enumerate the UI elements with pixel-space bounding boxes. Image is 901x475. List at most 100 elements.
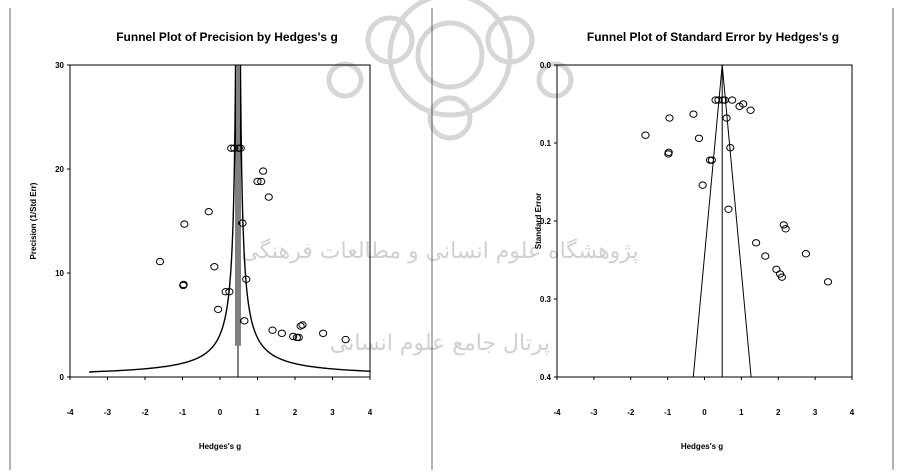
precision-x-ticks: -4 -3 -2 -1 0 1 2 3 4 [66, 377, 373, 417]
study-point [294, 333, 303, 342]
study-point [238, 219, 247, 227]
study-point [801, 250, 811, 258]
precision-y-axis-label: Precision (1/Std Err) [29, 182, 38, 259]
study-point [259, 167, 268, 175]
study-point [722, 114, 731, 122]
standard-error-chart-title: Funnel Plot of Standard Error by Hedges'… [587, 30, 839, 44]
study-point [268, 326, 277, 334]
watermark-emblem [326, 0, 574, 141]
study-point [694, 134, 704, 143]
y-tick-label: 0.2 [540, 217, 552, 226]
study-point [264, 193, 273, 201]
study-point [689, 110, 698, 118]
x-tick-label: 3 [813, 408, 818, 417]
study-point [728, 96, 737, 104]
study-point [214, 305, 223, 314]
study-point [298, 321, 307, 329]
precision-y-ticks: 0 10 20 30 [55, 61, 70, 382]
study-point [641, 131, 650, 139]
study-point [180, 220, 189, 228]
x-tick-label: -2 [627, 408, 635, 417]
funnel-right-boundary [721, 64, 752, 378]
standard-error-y-axis-label: Standard Error [534, 193, 543, 249]
study-point [277, 329, 286, 338]
standard-error-plot-area [556, 64, 853, 378]
x-tick-label: 0 [702, 408, 707, 417]
study-point [210, 263, 219, 271]
x-tick-label: 3 [330, 408, 335, 417]
study-point [155, 257, 165, 266]
study-point [253, 177, 262, 186]
x-tick-label: 4 [368, 408, 373, 417]
study-point [752, 239, 761, 247]
study-point [204, 207, 213, 216]
study-point [225, 288, 234, 296]
study-point [221, 288, 230, 296]
precision-study-points [155, 144, 350, 344]
watermark-line-2: پرتال جامع علوم انسانی [330, 331, 550, 356]
y-tick-label: 0 [60, 373, 65, 382]
standard-error-x-ticks: -4 -3 -2 -1 0 1 2 3 4 [553, 377, 855, 417]
x-tick-label: -1 [664, 408, 672, 417]
standard-error-funnel-lines [692, 64, 752, 378]
watermark-line-1: پژوهشگاه علوم انسانی و مطالعات فرهنگی [241, 238, 638, 264]
study-point [746, 106, 755, 114]
study-point [772, 265, 781, 274]
x-tick-label: 0 [218, 408, 223, 417]
study-point [664, 150, 673, 158]
study-point [289, 332, 298, 341]
study-point [714, 96, 723, 104]
study-point [761, 252, 770, 260]
study-point [781, 225, 790, 233]
standard-error-study-points [641, 96, 833, 286]
x-tick-label: 1 [739, 408, 744, 417]
y-tick-label: 20 [55, 165, 64, 174]
study-point [779, 221, 788, 229]
x-tick-label: 2 [293, 408, 298, 417]
study-point [230, 144, 239, 152]
y-tick-label: 0.0 [540, 61, 552, 70]
precision-funnel-curves [89, 64, 371, 377]
study-point [724, 205, 733, 214]
y-tick-label: 10 [55, 269, 64, 278]
precision-funnel-chart: Funnel Plot of Precision by Hedges's g -… [29, 30, 373, 451]
study-point [698, 181, 707, 189]
standard-error-x-axis-label: Hedges's g [681, 442, 723, 451]
y-tick-label: 30 [55, 61, 64, 70]
x-tick-label: -3 [104, 408, 112, 417]
study-point [665, 114, 674, 122]
study-point [823, 278, 833, 286]
study-point [319, 329, 328, 338]
x-tick-label: -3 [590, 408, 598, 417]
study-point [236, 144, 245, 152]
study-point [240, 317, 249, 325]
precision-chart-title: Funnel Plot of Precision by Hedges's g [116, 30, 338, 44]
x-tick-label: 2 [776, 408, 781, 417]
x-tick-label: 1 [255, 408, 260, 417]
study-point [179, 281, 188, 290]
study-point [296, 322, 305, 330]
study-point [726, 143, 735, 152]
standard-error-funnel-chart: Funnel Plot of Standard Error by Hedges'… [534, 30, 855, 451]
y-tick-label: 0.4 [540, 373, 552, 382]
study-point [257, 177, 266, 186]
x-tick-label: -4 [66, 408, 74, 417]
standard-error-y-ticks: 0.0 0.1 0.2 0.3 0.4 [540, 61, 557, 382]
study-point [777, 273, 787, 281]
funnel-right-boundary [239, 64, 371, 372]
x-tick-label: -1 [179, 408, 187, 417]
study-point [341, 335, 350, 344]
y-tick-label: 0.1 [540, 139, 552, 148]
study-point [705, 156, 715, 164]
study-point [707, 156, 716, 164]
funnel-left-boundary [692, 64, 723, 378]
study-point [242, 275, 251, 283]
y-tick-label: 0.3 [540, 295, 552, 304]
funnel-left-boundary [89, 64, 237, 373]
x-tick-label: -2 [141, 408, 149, 417]
x-tick-label: 4 [850, 408, 855, 417]
study-point [739, 100, 748, 108]
x-tick-label: -4 [553, 408, 561, 417]
precision-x-axis-label: Hedges's g [199, 442, 241, 451]
